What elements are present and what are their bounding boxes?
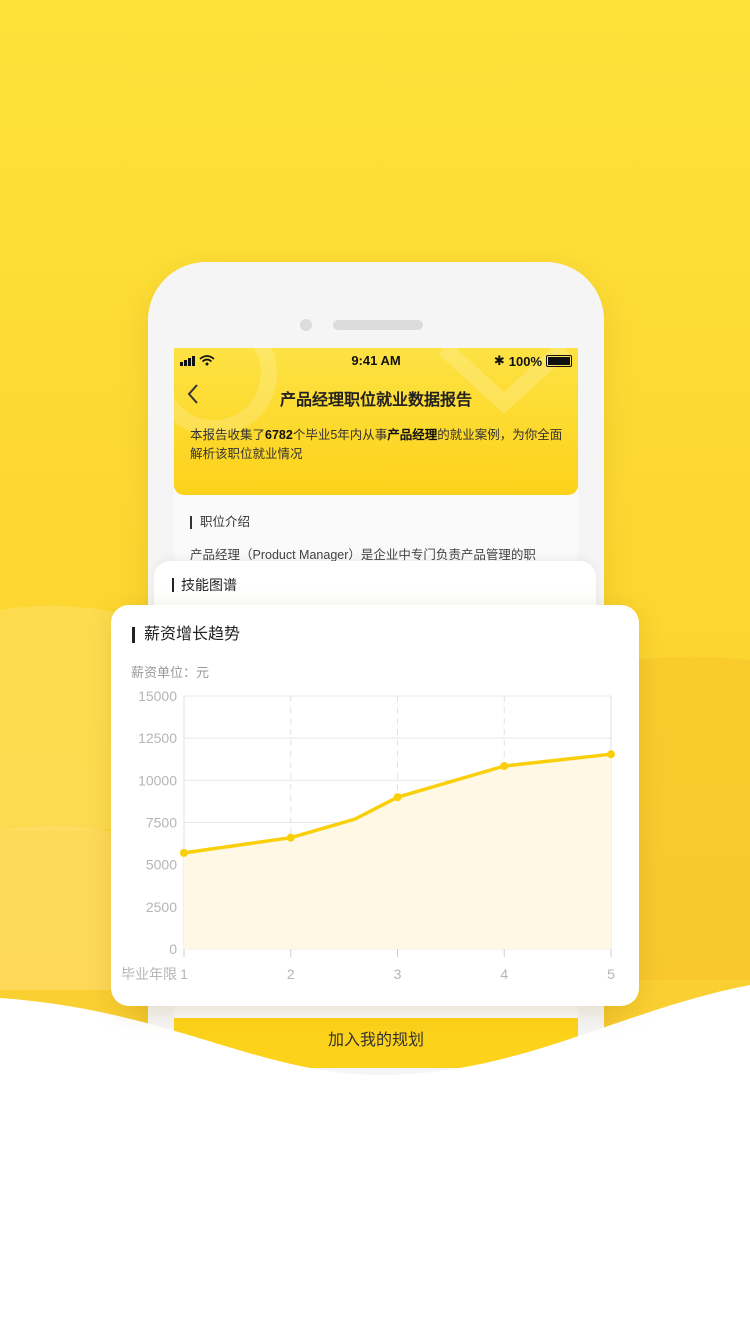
x-axis-label: 毕业年限 <box>121 966 177 982</box>
x-tick-label: 3 <box>394 966 402 982</box>
intro-text: 产品经理（Product Manager）是企业中专门负责产品管理的职 <box>190 548 536 562</box>
x-tick-label: 5 <box>607 966 615 982</box>
salary-point <box>180 848 188 857</box>
skill-card-title: 技能图谱 <box>172 578 237 592</box>
salary-unit-label: 薪资单位：元 <box>131 665 210 680</box>
intro-section-title: 职位介绍 <box>190 516 250 529</box>
y-tick-label: 2500 <box>146 899 177 915</box>
phone-camera <box>300 319 312 331</box>
battery-percent: 100% <box>508 353 542 369</box>
job-name: 产品经理 <box>387 428 438 442</box>
phone-speaker <box>333 320 423 330</box>
chevron-left-icon[interactable] <box>186 383 200 411</box>
x-tick-label: 4 <box>500 966 508 982</box>
salary-point <box>393 793 402 802</box>
status-bar: 9:41 AM ✱ 100% <box>180 352 572 370</box>
case-count: 6782 <box>265 428 293 442</box>
x-tick-label: 2 <box>287 966 295 982</box>
x-tick-label: 1 <box>180 966 188 982</box>
page-title: 产品经理职位就业数据报告 <box>279 392 472 409</box>
signal-wifi-icon <box>180 354 220 369</box>
salary-chart: 0 2500 5000 7500 10000 12500 15000 1 2 3 4 5 毕业年限 <box>121 688 615 982</box>
y-tick-label: 0 <box>169 941 177 957</box>
y-tick-label: 5000 <box>146 857 177 873</box>
bluetooth-icon: ✱ <box>493 353 505 368</box>
header-decoration <box>174 348 570 436</box>
salary-area <box>184 754 611 949</box>
salary-card-title: 薪资增长趋势 <box>132 627 240 643</box>
salary-point <box>286 833 295 842</box>
battery-icon <box>546 355 572 367</box>
salary-point <box>500 761 509 770</box>
salary-point <box>607 750 615 759</box>
salary-line <box>183 752 612 855</box>
y-tick-label: 10000 <box>138 772 177 788</box>
status-time: 9:41 AM <box>351 353 401 368</box>
y-tick-label: 15000 <box>138 688 177 704</box>
y-tick-label: 12500 <box>138 730 177 746</box>
report-header: 9:41 AM ✱ 100% 产品经理职位就业数据报告 本报告收集了6782个毕… <box>174 348 578 495</box>
salary-trend-card: 薪资增长趋势 薪资单位：元 0 2500 5000 7500 10000 12500 150… <box>111 605 639 1006</box>
report-description: 本报告收集了6782个毕业5年内从事产品经理的就业案例，为你全面解析该职位就业情… <box>190 428 563 461</box>
y-tick-label: 7500 <box>146 815 177 831</box>
